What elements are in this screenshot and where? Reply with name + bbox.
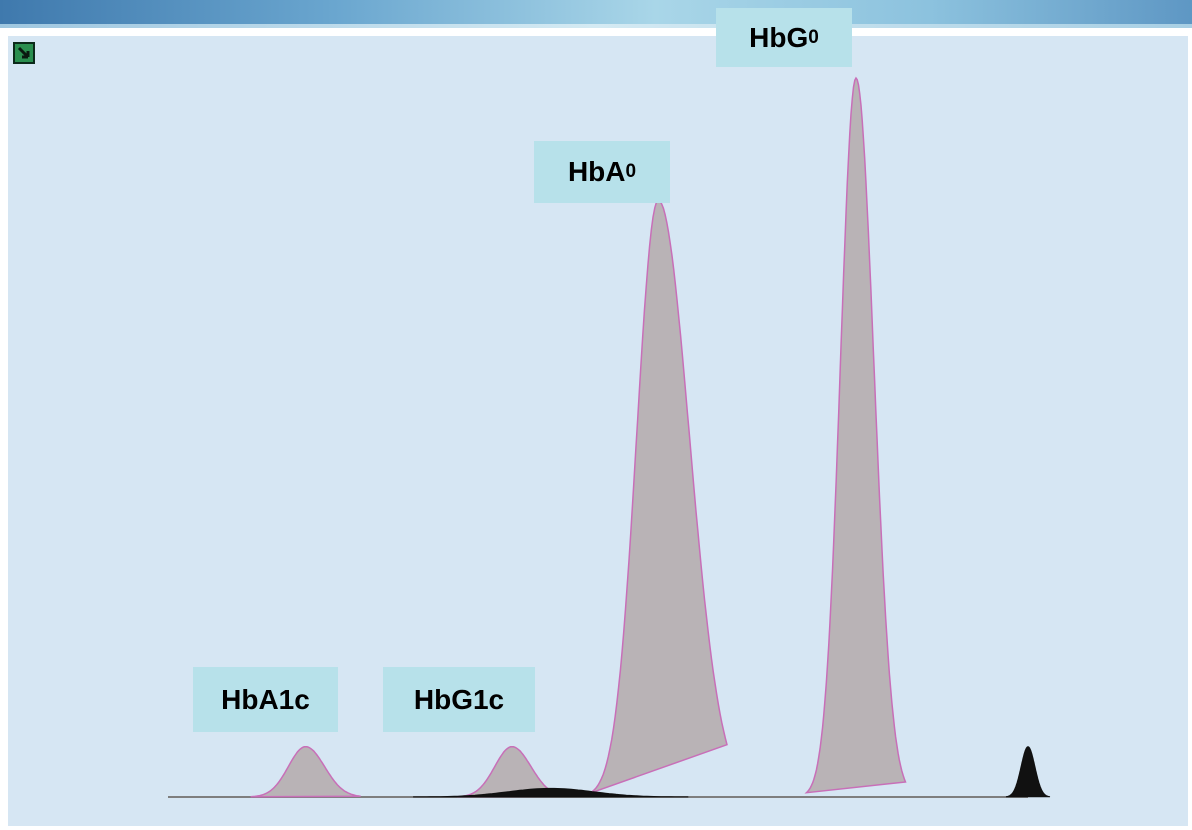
peak-hbg0 <box>804 76 907 794</box>
peak-label-hba0: HbA 0 <box>534 141 670 203</box>
peak-label-hba1c-text: HbA1c <box>221 683 310 715</box>
top-banner <box>0 0 1192 24</box>
peak-label-hba1c: HbA1c <box>193 667 338 732</box>
peak-label-hba0-text: HbA <box>567 156 626 187</box>
top-banner-line <box>0 24 1192 28</box>
peak-label-hbg0-text: HbG <box>749 21 809 53</box>
minor-peak-1 <box>413 787 689 798</box>
corner-arrow-icon <box>13 42 35 64</box>
minor-peak-2 <box>1005 746 1051 798</box>
peak-label-hbg0: HbG 0 <box>716 8 852 67</box>
peak-hba1c <box>250 745 361 798</box>
peak-hba0 <box>589 199 728 795</box>
peak-label-hbg1c-text: HbG1c <box>413 683 505 715</box>
peak-label-hbg1c: HbG1c <box>383 667 535 732</box>
